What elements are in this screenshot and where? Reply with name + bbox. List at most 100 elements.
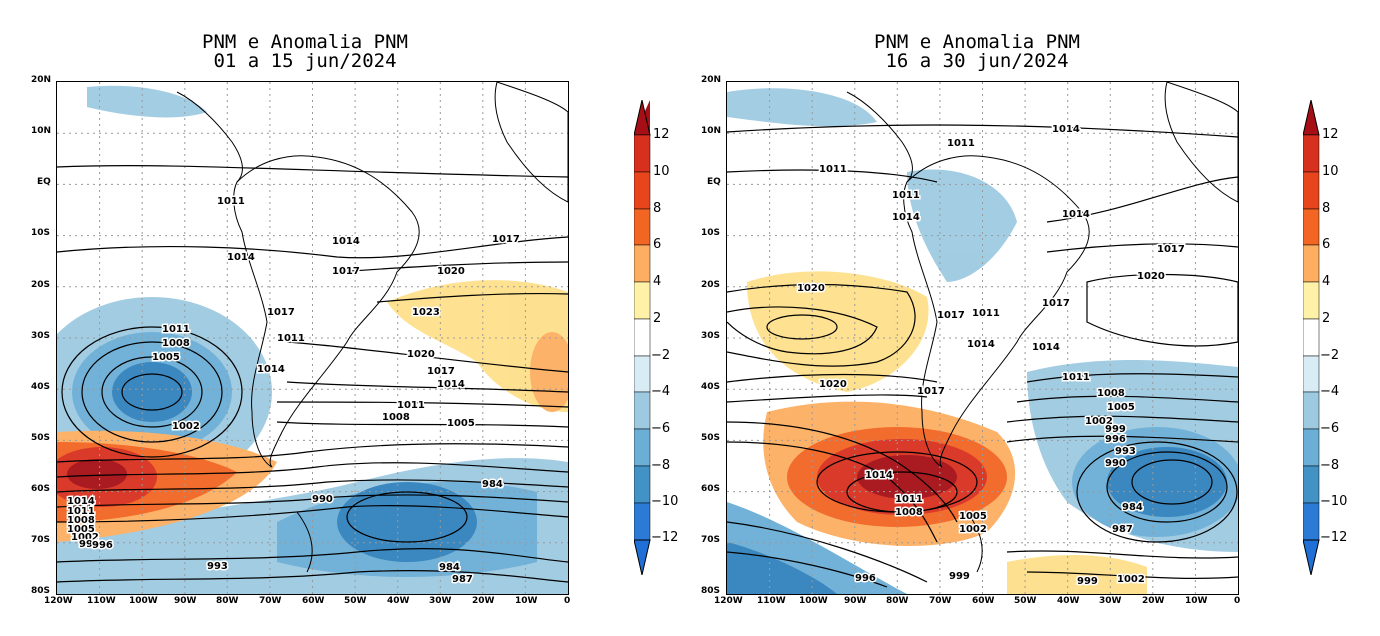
contour-label: 993	[1115, 446, 1136, 457]
cb-label: −10	[1320, 494, 1348, 509]
contour-label: 1005	[1107, 402, 1135, 413]
panel-2-title: PNM e Anomalia PNM 16 a 30 jun/2024	[822, 33, 1132, 71]
contour-label: 1008	[1097, 388, 1125, 399]
cb-seg	[633, 465, 651, 504]
contour-label: 984	[439, 562, 460, 573]
cb-seg	[1302, 171, 1320, 210]
contour-label: 999	[1105, 424, 1126, 435]
lat-tick: 40S	[701, 382, 721, 392]
lat-tick: 10N	[701, 126, 722, 136]
contour-label: 1017	[267, 307, 295, 318]
cb-seg	[633, 355, 651, 393]
cb-seg	[1302, 281, 1320, 320]
contour-label: 1017	[917, 386, 945, 397]
cb-label: −8	[1320, 458, 1340, 473]
contour-label: 1011	[397, 400, 425, 411]
panel-2-colorbar	[1302, 99, 1348, 576]
antarctic-peninsula	[966, 511, 983, 573]
contour-label: 1002	[1117, 574, 1145, 585]
cb-seg	[633, 502, 651, 541]
cb-label: −2	[1320, 348, 1340, 363]
cb-label: −12	[1320, 530, 1348, 545]
panel-1-coastlines	[176, 82, 568, 573]
contour-label: 987	[452, 574, 473, 585]
contour-label: 1011	[819, 164, 847, 175]
neg-anomaly-innercore-40s	[112, 362, 192, 422]
contour-label: 1002	[1085, 416, 1113, 427]
antarctic-peninsula	[296, 511, 313, 573]
lon-tick: 110W	[757, 596, 786, 606]
cb-seg	[1302, 465, 1320, 504]
contour-label: 1011	[162, 324, 190, 335]
contour-label: 1020	[407, 349, 435, 360]
pos-anomaly-core-peak	[67, 459, 127, 489]
lon-tick: 30W	[429, 596, 452, 606]
lat-tick: 10S	[701, 228, 721, 238]
contour-label: 1014	[892, 212, 920, 223]
lon-tick: 100W	[129, 596, 158, 606]
contour-label: 1011	[277, 333, 305, 344]
contour-label: 1014	[865, 470, 893, 481]
contour-label: 990	[312, 494, 333, 505]
cb-label: 12	[653, 127, 670, 142]
cb-label: −6	[651, 421, 671, 436]
contour-label: 1014	[227, 252, 255, 263]
contour-label: 999	[79, 539, 100, 550]
cb-label: 4	[653, 274, 662, 289]
cb-label: −4	[651, 384, 671, 399]
lon-tick: 120W	[44, 596, 73, 606]
lon-tick: 40W	[387, 596, 410, 606]
lon-tick: 20W	[472, 596, 495, 606]
contour-label: 1008	[382, 412, 410, 423]
panel-1-title-line2: 01 a 15 jun/2024	[213, 50, 397, 72]
lon-tick: 120W	[714, 596, 743, 606]
contour-label: 1014	[332, 236, 360, 247]
pos-anomaly-atlantic	[387, 280, 568, 412]
cb-seg	[633, 171, 651, 210]
contour-label: 1014	[257, 364, 285, 375]
contour-label: 1011	[892, 190, 920, 201]
contour-label: 1002	[172, 421, 200, 432]
lon-tick: 110W	[87, 596, 116, 606]
lat-tick: 20N	[701, 75, 722, 85]
lat-tick: 20S	[701, 280, 721, 290]
lat-tick: 30S	[31, 331, 51, 341]
cb-seg	[633, 134, 651, 173]
contour-label: 1014	[1052, 124, 1080, 135]
south-america-outline	[233, 155, 420, 468]
contour-label: 1008	[162, 338, 190, 349]
contour-label: 1014	[967, 339, 995, 350]
contour-label: 1005	[67, 524, 95, 535]
contour-label: 1020	[797, 283, 825, 294]
cb-seg	[1302, 428, 1320, 467]
contour-label: 1002	[71, 532, 99, 543]
cb-seg	[633, 318, 651, 357]
cb-seg	[1302, 355, 1320, 393]
cb-arrow-bottom	[1302, 539, 1320, 576]
contour-label: 1002	[959, 524, 987, 535]
lat-tick: 80S	[31, 586, 51, 596]
lon-tick: 80W	[886, 596, 909, 606]
cb-label: 6	[1322, 237, 1331, 252]
contour-label: 1023	[412, 307, 440, 318]
contour-label: 1017	[1042, 298, 1070, 309]
contour-label: 1014	[1062, 209, 1090, 220]
cb-label: 4	[1322, 274, 1331, 289]
central-america-outline	[846, 91, 913, 183]
contour-label: 1014	[67, 496, 95, 507]
lat-tick: 10N	[31, 126, 52, 136]
lat-tick: EQ	[37, 177, 51, 187]
neg-anomaly-south-america	[907, 169, 1017, 282]
lon-tick: 10W	[515, 596, 538, 606]
lat-tick: 30S	[701, 331, 721, 341]
cb-label: 10	[653, 164, 670, 179]
contour-label: 984	[482, 479, 503, 490]
lat-tick: 20S	[31, 280, 51, 290]
contour-label: 1011	[895, 494, 923, 505]
lon-tick: 90W	[844, 596, 867, 606]
contour-label: 1014	[1032, 342, 1060, 353]
contour-label: 993	[207, 561, 228, 572]
africa-outline	[494, 82, 568, 203]
lat-tick: 10S	[31, 228, 51, 238]
lon-tick: 60W	[302, 596, 325, 606]
